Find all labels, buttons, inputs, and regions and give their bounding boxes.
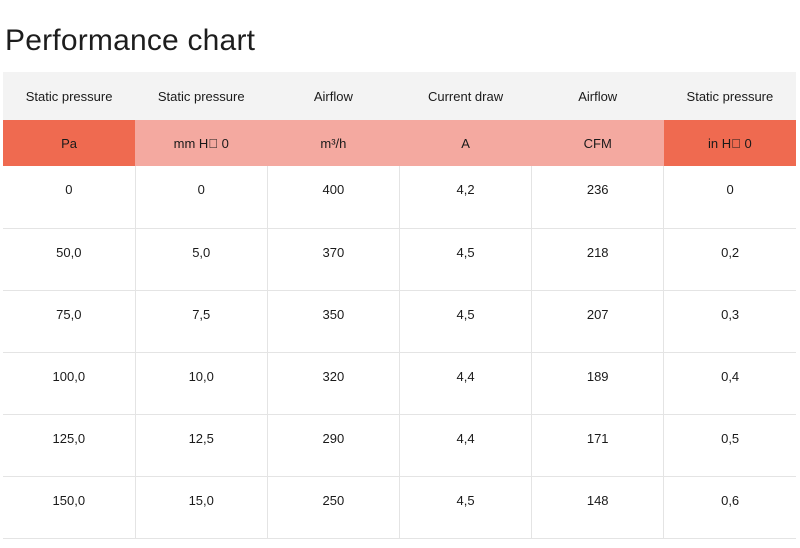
table-cell: 75,0 <box>3 290 136 353</box>
table-cell: 0 <box>135 166 268 229</box>
table-cell: 207 <box>531 290 665 353</box>
table-row: 125,0 12,5 290 4,4 171 0,5 <box>3 414 796 477</box>
table-cell: 0,5 <box>663 414 796 477</box>
unit-cell: Pa <box>3 120 136 166</box>
unit-cell: in H  0 <box>663 120 796 166</box>
table-cell: 148 <box>531 476 665 539</box>
table-row: 50,0 5,0 370 4,5 218 0,2 <box>3 228 796 291</box>
table-cell: 4,2 <box>399 166 533 229</box>
column-header: Current draw <box>399 72 532 120</box>
table-row: 0 0 400 4,2 236 0 <box>3 166 796 229</box>
table-row: 150,0 15,0 250 4,5 148 0,6 <box>3 476 796 539</box>
table-cell: 0,6 <box>663 476 796 539</box>
table-cell: 150,0 <box>3 476 136 539</box>
table-cell: 0,3 <box>663 290 796 353</box>
unit-cell: A <box>399 120 532 166</box>
table-cell: 189 <box>531 352 665 415</box>
table-cell: 400 <box>267 166 400 229</box>
table-row: 75,0 7,5 350 4,5 207 0,3 <box>3 290 796 353</box>
table-cell: 15,0 <box>135 476 268 539</box>
page-title: Performance chart <box>5 24 256 57</box>
table-cell: 250 <box>267 476 400 539</box>
table-cell: 12,5 <box>135 414 268 477</box>
table-row: 100,0 10,0 320 4,4 189 0,4 <box>3 352 796 415</box>
table-cell: 218 <box>531 228 665 291</box>
table-cell: 350 <box>267 290 400 353</box>
performance-table: Static pressure Static pressure Airflow … <box>3 72 796 539</box>
column-header: Static pressure <box>663 72 796 120</box>
table-cell: 10,0 <box>135 352 268 415</box>
table-cell: 0,2 <box>663 228 796 291</box>
table-cell: 0 <box>663 166 796 229</box>
table-cell: 125,0 <box>3 414 136 477</box>
table-cell: 4,4 <box>399 352 533 415</box>
table-cell: 5,0 <box>135 228 268 291</box>
table-cell: 0 <box>3 166 136 229</box>
unit-row: Pa mm H  0 m³/h A CFM in H  0 <box>3 120 796 166</box>
unit-cell: m³/h <box>267 120 400 166</box>
table-cell: 4,5 <box>399 476 533 539</box>
column-header: Airflow <box>531 72 664 120</box>
table-cell: 370 <box>267 228 400 291</box>
table-cell: 171 <box>531 414 665 477</box>
table-cell: 290 <box>267 414 400 477</box>
unit-cell: mm H  0 <box>135 120 268 166</box>
table-cell: 4,5 <box>399 228 533 291</box>
table-cell: 0,4 <box>663 352 796 415</box>
table-cell: 4,5 <box>399 290 533 353</box>
table-cell: 50,0 <box>3 228 136 291</box>
table-cell: 100,0 <box>3 352 136 415</box>
table-cell: 236 <box>531 166 665 229</box>
table-cell: 7,5 <box>135 290 268 353</box>
table-cell: 320 <box>267 352 400 415</box>
unit-cell: CFM <box>531 120 664 166</box>
column-header: Static pressure <box>135 72 268 120</box>
header-row: Static pressure Static pressure Airflow … <box>3 72 796 120</box>
column-header: Static pressure <box>3 72 136 120</box>
column-header: Airflow <box>267 72 400 120</box>
table-cell: 4,4 <box>399 414 533 477</box>
